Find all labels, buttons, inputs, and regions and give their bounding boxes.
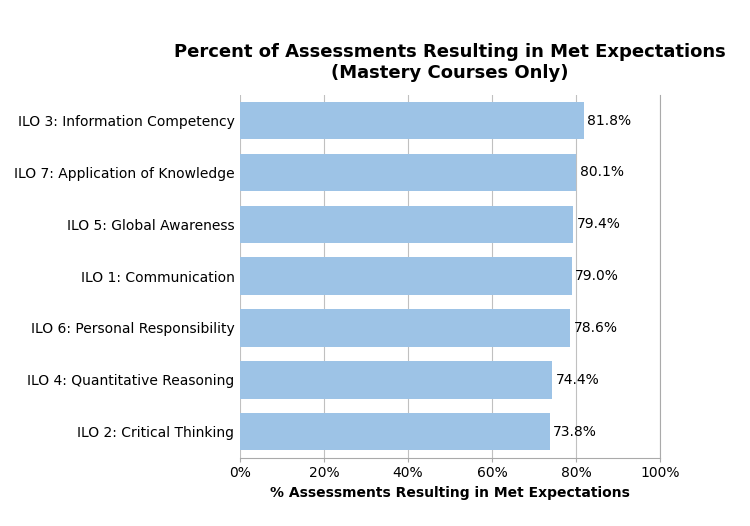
- Text: 79.0%: 79.0%: [575, 269, 619, 283]
- X-axis label: % Assessments Resulting in Met Expectations: % Assessments Resulting in Met Expectati…: [270, 485, 630, 500]
- Title: Percent of Assessments Resulting in Met Expectations
(Mastery Courses Only): Percent of Assessments Resulting in Met …: [174, 43, 726, 82]
- Text: 79.4%: 79.4%: [577, 217, 621, 231]
- Bar: [240, 206, 574, 243]
- Text: 78.6%: 78.6%: [574, 321, 617, 335]
- Bar: [240, 413, 550, 450]
- Bar: [240, 154, 577, 191]
- Text: 81.8%: 81.8%: [587, 114, 631, 128]
- Text: 80.1%: 80.1%: [580, 166, 624, 179]
- Text: 74.4%: 74.4%: [556, 373, 599, 387]
- Bar: [240, 258, 572, 295]
- Bar: [240, 309, 570, 347]
- Bar: [240, 361, 553, 399]
- Bar: [240, 102, 584, 139]
- Text: 73.8%: 73.8%: [554, 424, 597, 439]
